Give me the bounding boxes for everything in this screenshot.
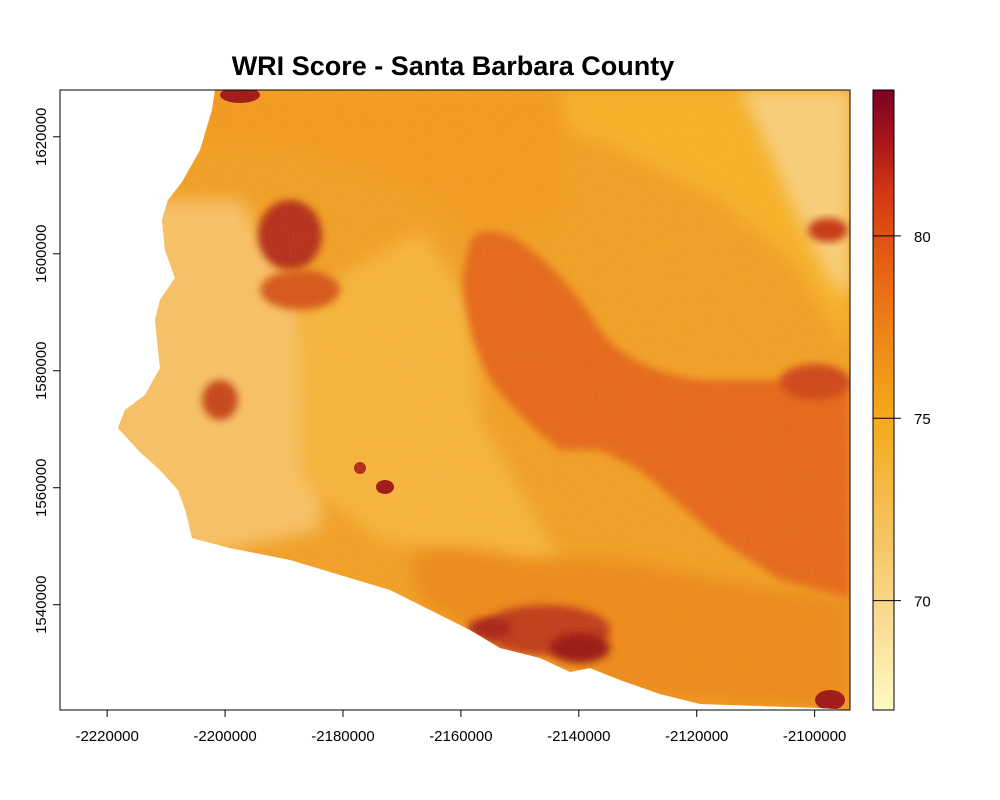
legend-tick-label: 70 — [914, 594, 931, 611]
legend-tick-label: 80 — [914, 229, 931, 246]
raster-map — [118, 90, 850, 710]
color-legend: 70 75 80 — [872, 89, 931, 711]
x-tick-label: -2160000 — [429, 728, 492, 745]
x-tick-label: -2140000 — [547, 728, 610, 745]
y-axis: 1540000 1560000 1580000 1600000 1620000 — [33, 108, 60, 634]
legend-ticks: 70 75 80 — [873, 229, 931, 611]
x-tick-label: -2180000 — [311, 728, 374, 745]
x-tick-label: -2100000 — [783, 728, 846, 745]
x-tick-label: -2220000 — [75, 728, 138, 745]
y-tick-label: 1620000 — [33, 108, 50, 166]
y-tick-label: 1560000 — [33, 459, 50, 517]
y-tick-label: 1580000 — [33, 342, 50, 400]
y-tick-label: 1540000 — [33, 576, 50, 634]
x-axis: -2220000 -2200000 -2180000 -2160000 -2140000… — [75, 710, 846, 745]
map-title: WRI Score - Santa Barbara County — [232, 51, 675, 81]
legend-colorbar — [872, 89, 895, 711]
legend-tick-label: 75 — [914, 411, 931, 428]
plot-frame — [59, 89, 851, 711]
x-tick-label: -2200000 — [193, 728, 256, 745]
x-tick-label: -2120000 — [665, 728, 728, 745]
y-tick-label: 1600000 — [33, 225, 50, 283]
